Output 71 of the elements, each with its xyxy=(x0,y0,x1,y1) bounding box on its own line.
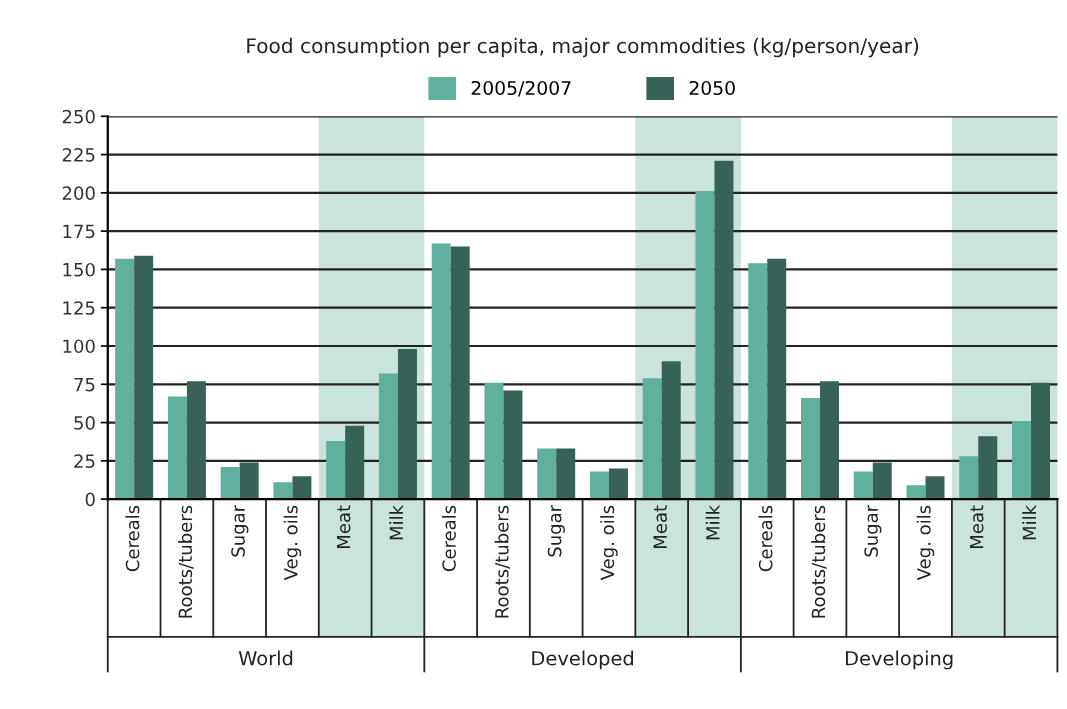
bar xyxy=(484,382,504,500)
y-tick-label: 75 xyxy=(74,377,95,392)
x-tick-label: Milk xyxy=(1022,504,1036,540)
bar xyxy=(925,476,945,500)
bar xyxy=(186,381,206,500)
y-tick-label: 25 xyxy=(74,454,95,468)
legend-label: 2005/2007 xyxy=(471,80,571,97)
bar xyxy=(978,436,998,500)
x-tick-label: Sugar xyxy=(231,504,249,557)
bar xyxy=(273,482,293,500)
x-tick-label: Veg. oils xyxy=(283,505,302,581)
bar xyxy=(853,471,873,500)
y-tick-label: 125 xyxy=(63,301,95,315)
y-tick-label: 150 xyxy=(63,262,95,277)
bar xyxy=(378,373,398,500)
bar xyxy=(134,255,154,500)
bar xyxy=(819,381,839,500)
chart-title: Food consumption per capita, major commodities (kg/person/year) xyxy=(247,37,919,58)
bar xyxy=(167,396,187,500)
bar xyxy=(767,258,787,500)
bar xyxy=(695,191,715,500)
bar xyxy=(589,471,609,500)
y-tick-label: 225 xyxy=(62,148,95,162)
bar xyxy=(1031,382,1051,500)
x-tick-label: Meat xyxy=(336,505,351,548)
x-tick-label: Sugar xyxy=(547,504,565,557)
x-tick-label: Cereals xyxy=(441,505,456,572)
x-tick-label: Veg. oils xyxy=(600,505,618,581)
bar xyxy=(872,462,892,500)
bar xyxy=(431,243,451,500)
bar xyxy=(801,398,820,500)
x-tick-label: Meat xyxy=(970,505,984,548)
y-tick-label: 100 xyxy=(63,339,95,354)
bar xyxy=(959,456,979,500)
bar xyxy=(503,390,523,500)
legend-label: 2050 xyxy=(689,80,735,96)
bar xyxy=(239,462,259,500)
bar xyxy=(608,468,628,500)
bar xyxy=(397,349,417,500)
bar xyxy=(714,160,734,500)
bar xyxy=(345,425,365,500)
x-tick-label: Milk xyxy=(705,504,720,540)
bar xyxy=(292,476,312,500)
x-tick-label: Roots/tubers xyxy=(494,505,511,618)
text: Developing xyxy=(845,650,953,670)
text: World xyxy=(238,650,293,666)
y-tick-label: 50 xyxy=(74,416,95,430)
x-tick-label: Veg. oils xyxy=(916,505,935,581)
x-tick-label: Milk xyxy=(389,504,403,540)
bar xyxy=(537,448,557,500)
bar xyxy=(556,448,576,500)
bar xyxy=(326,440,346,500)
x-tick-label: Meat xyxy=(653,505,667,548)
bar xyxy=(220,466,240,500)
y-tick-label: 0 xyxy=(85,492,95,507)
x-tick-label: Sugar xyxy=(864,504,882,557)
bar xyxy=(450,246,470,500)
y-tick-label: 200 xyxy=(62,186,95,200)
x-tick-label: Cereals xyxy=(125,505,140,572)
y-tick-label: 250 xyxy=(62,109,95,124)
x-tick-label: Roots/tubers xyxy=(811,505,827,618)
bar xyxy=(115,258,135,500)
bar xyxy=(748,263,768,500)
y-tick-label: 175 xyxy=(63,224,95,239)
x-tick-label: Cereals xyxy=(758,505,773,572)
bar xyxy=(661,361,681,500)
bar xyxy=(906,485,926,500)
text: Developed xyxy=(532,650,633,670)
bar xyxy=(1012,421,1032,500)
x-tick-label: Roots/tubers xyxy=(178,505,194,618)
bar xyxy=(642,378,662,500)
